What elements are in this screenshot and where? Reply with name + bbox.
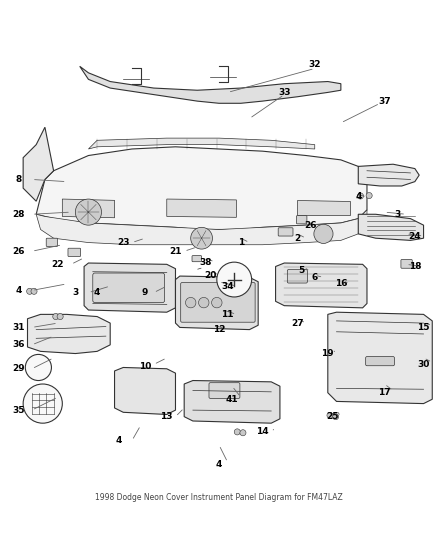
- Circle shape: [23, 384, 62, 423]
- FancyBboxPatch shape: [401, 260, 412, 268]
- FancyBboxPatch shape: [192, 256, 201, 262]
- FancyBboxPatch shape: [366, 357, 394, 366]
- Circle shape: [234, 429, 240, 435]
- PathPatch shape: [23, 127, 53, 201]
- Text: 1: 1: [238, 238, 244, 247]
- FancyBboxPatch shape: [209, 383, 240, 398]
- Text: 19: 19: [321, 349, 334, 358]
- Text: 35: 35: [13, 406, 25, 415]
- Text: 17: 17: [378, 388, 391, 397]
- FancyBboxPatch shape: [68, 248, 81, 256]
- PathPatch shape: [276, 263, 367, 308]
- FancyBboxPatch shape: [181, 282, 255, 322]
- Circle shape: [75, 199, 102, 225]
- Circle shape: [240, 430, 246, 436]
- Text: 33: 33: [278, 88, 290, 97]
- Text: 32: 32: [308, 60, 321, 69]
- PathPatch shape: [36, 147, 367, 230]
- FancyBboxPatch shape: [93, 273, 165, 303]
- Circle shape: [198, 297, 209, 308]
- Text: 16: 16: [335, 279, 347, 288]
- Text: 22: 22: [52, 260, 64, 269]
- Text: 12: 12: [213, 325, 225, 334]
- Text: 15: 15: [417, 323, 430, 332]
- PathPatch shape: [358, 214, 424, 240]
- Text: 29: 29: [13, 364, 25, 373]
- Circle shape: [57, 313, 63, 320]
- Text: 21: 21: [169, 247, 182, 256]
- Text: 31: 31: [13, 323, 25, 332]
- Text: 30: 30: [417, 360, 430, 369]
- Text: 4: 4: [355, 192, 361, 201]
- PathPatch shape: [358, 164, 419, 186]
- Text: 6: 6: [311, 273, 318, 282]
- Text: 20: 20: [204, 271, 216, 280]
- PathPatch shape: [84, 263, 176, 312]
- Circle shape: [314, 224, 333, 244]
- Text: 10: 10: [139, 362, 151, 371]
- Text: 11: 11: [222, 310, 234, 319]
- Text: 24: 24: [409, 231, 421, 240]
- Circle shape: [327, 413, 333, 418]
- Text: 8: 8: [16, 175, 22, 184]
- Text: 27: 27: [291, 319, 304, 328]
- Text: 37: 37: [378, 96, 391, 106]
- Text: 3: 3: [72, 288, 78, 297]
- PathPatch shape: [297, 200, 350, 215]
- Text: 9: 9: [142, 288, 148, 297]
- Circle shape: [212, 297, 222, 308]
- PathPatch shape: [328, 312, 432, 403]
- Text: 4: 4: [16, 286, 22, 295]
- PathPatch shape: [167, 199, 237, 217]
- Text: 13: 13: [160, 412, 173, 421]
- PathPatch shape: [184, 381, 280, 423]
- PathPatch shape: [115, 367, 176, 415]
- Circle shape: [191, 228, 212, 249]
- Text: 34: 34: [221, 281, 234, 290]
- PathPatch shape: [88, 138, 315, 149]
- Circle shape: [25, 354, 51, 381]
- Text: 25: 25: [326, 412, 339, 421]
- Text: 26: 26: [13, 247, 25, 256]
- Text: 4: 4: [216, 460, 222, 469]
- Text: 18: 18: [409, 262, 421, 271]
- Circle shape: [357, 193, 364, 199]
- PathPatch shape: [62, 199, 115, 218]
- Circle shape: [332, 414, 339, 419]
- PathPatch shape: [80, 66, 341, 103]
- Text: 36: 36: [13, 341, 25, 349]
- Text: 4: 4: [94, 288, 100, 297]
- Text: 2: 2: [294, 233, 300, 243]
- FancyBboxPatch shape: [46, 238, 57, 246]
- Text: 4: 4: [116, 436, 122, 445]
- PathPatch shape: [36, 210, 367, 245]
- FancyBboxPatch shape: [278, 228, 293, 236]
- Text: 41: 41: [226, 395, 238, 403]
- Circle shape: [217, 262, 252, 297]
- Text: 23: 23: [117, 238, 130, 247]
- PathPatch shape: [28, 314, 110, 353]
- FancyBboxPatch shape: [297, 215, 307, 224]
- Circle shape: [366, 192, 372, 199]
- Text: 14: 14: [256, 427, 269, 437]
- PathPatch shape: [176, 276, 258, 329]
- Circle shape: [31, 288, 37, 294]
- Text: 1998 Dodge Neon Cover Instrument Panel Diagram for FM47LAZ: 1998 Dodge Neon Cover Instrument Panel D…: [95, 493, 343, 502]
- Text: 3: 3: [394, 210, 401, 219]
- Circle shape: [27, 288, 33, 294]
- Circle shape: [185, 297, 196, 308]
- FancyArrowPatch shape: [198, 268, 201, 269]
- Text: 28: 28: [13, 210, 25, 219]
- Circle shape: [53, 313, 59, 320]
- FancyBboxPatch shape: [287, 270, 307, 283]
- Text: 26: 26: [304, 221, 317, 230]
- Text: 38: 38: [200, 257, 212, 266]
- Text: 5: 5: [299, 266, 305, 276]
